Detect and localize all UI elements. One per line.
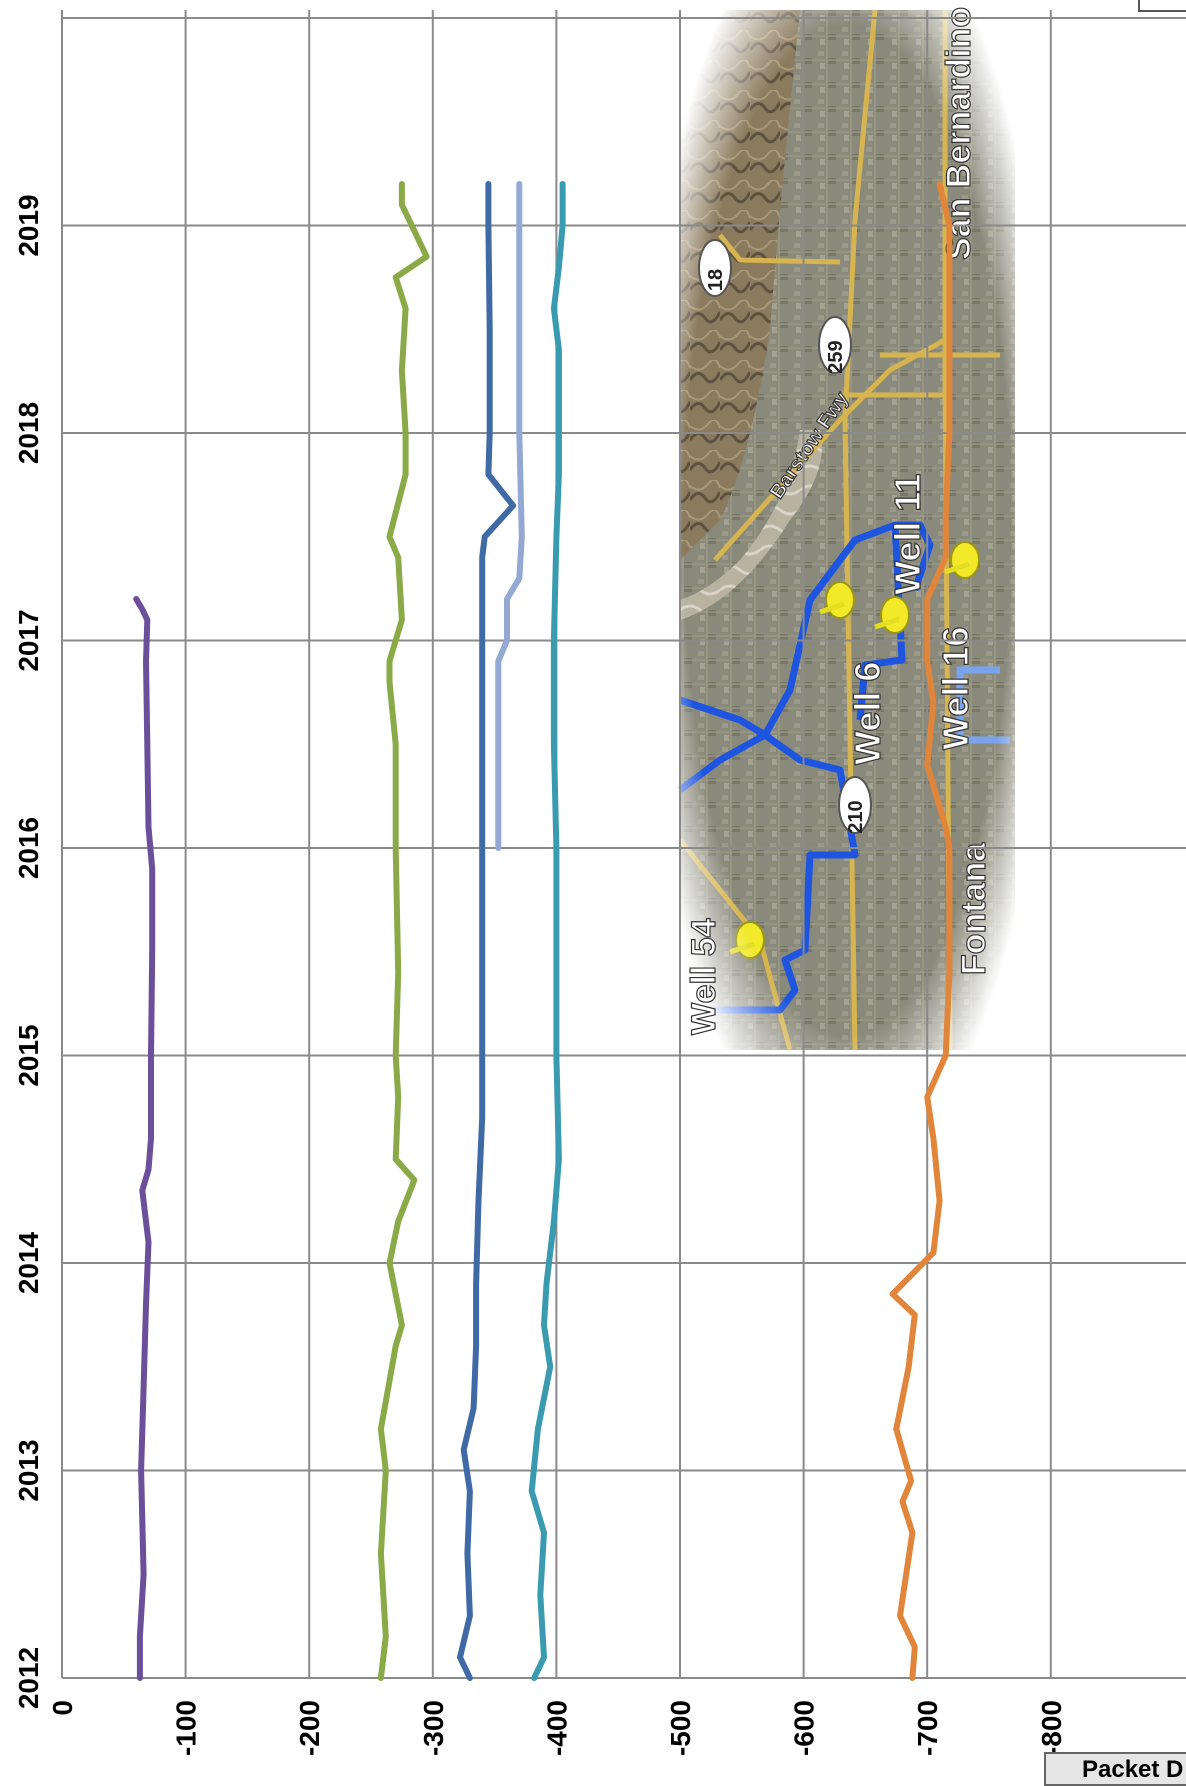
tick-labels: 2012 2013 2014 2015 2016 2017 2018 2019 0 -100 -20… <box>13 194 1067 1756</box>
map-label: Well 11 <box>887 474 928 595</box>
series-lines <box>133 181 953 1681</box>
highway-shield-label: 210 <box>845 800 867 833</box>
series-line-3 <box>457 181 517 1681</box>
y-tick-label: -100 <box>171 1700 202 1756</box>
x-tick-label: 2017 <box>13 609 44 671</box>
map-label: Well 6 <box>847 662 888 765</box>
x-tick-label: 2019 <box>13 194 44 256</box>
legend-box: Packet D <box>1044 1752 1186 1786</box>
map-label: Fontana <box>955 842 993 975</box>
series-line-5 <box>528 181 566 1681</box>
x-tick-label: 2018 <box>13 402 44 464</box>
highway-shield-icon: 210 <box>838 776 872 834</box>
map-label: Well 16 <box>935 627 976 750</box>
highway-shield-icon: 18 <box>698 239 732 297</box>
x-tick-label: 2016 <box>13 817 44 879</box>
legend-box-edge <box>1138 0 1186 12</box>
series-line-4 <box>495 181 525 851</box>
map-label: San Bernardino <box>940 7 978 260</box>
series-line-6 <box>889 181 953 1681</box>
x-tick-label: 2012 <box>13 1647 44 1709</box>
highway-shield-label: 259 <box>825 340 847 373</box>
y-tick-label: -200 <box>294 1700 325 1756</box>
y-tick-label: 0 <box>47 1700 78 1716</box>
highway-shield-icon: 259 <box>818 316 852 374</box>
map-vignette <box>678 8 1017 1052</box>
plot-area <box>62 10 1186 1678</box>
series-line-2 <box>377 181 430 1681</box>
series-line-1 <box>133 596 156 1681</box>
y-tick-label: -500 <box>665 1700 696 1756</box>
y-tick-label: -300 <box>418 1700 449 1756</box>
map-label: Well 54 <box>685 918 723 1035</box>
y-tick-label: -400 <box>541 1700 572 1756</box>
x-tick-label: 2015 <box>13 1024 44 1086</box>
x-tick-label: 2014 <box>13 1231 44 1294</box>
legend-label: Packet D <box>1082 1756 1184 1783</box>
y-tick-label: -700 <box>912 1700 943 1756</box>
y-tick-label: -600 <box>789 1700 820 1756</box>
highway-shield-label: 18 <box>705 269 727 291</box>
x-tick-label: 2013 <box>13 1439 44 1501</box>
y-tick-label: -800 <box>1036 1700 1067 1756</box>
